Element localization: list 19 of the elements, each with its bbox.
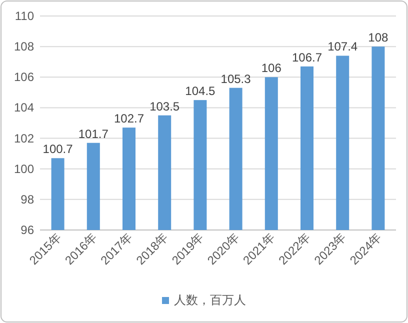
legend-label: 人数，百万人 (174, 293, 246, 307)
data-label: 103.5 (150, 99, 180, 114)
y-tick-label: 96 (20, 223, 34, 237)
y-tick-label: 100 (14, 162, 34, 176)
y-tick-label: 106 (14, 70, 34, 84)
y-tick-label: 104 (14, 100, 34, 115)
data-label: 106 (261, 61, 282, 76)
data-label: 108 (368, 30, 389, 45)
data-label: 106.7 (292, 50, 322, 64)
data-label: 100.7 (42, 142, 74, 156)
data-label: 107.4 (328, 40, 358, 54)
y-tick-label: 110 (14, 9, 34, 23)
y-tick-label: 108 (14, 40, 34, 54)
data-label: 101.7 (78, 126, 109, 141)
data-label: 105.3 (220, 72, 252, 86)
data-label: 102.7 (114, 112, 144, 126)
data-label: 104.5 (185, 84, 216, 98)
y-tick-label: 98 (20, 192, 34, 206)
y-tick-label: 102 (14, 131, 34, 146)
